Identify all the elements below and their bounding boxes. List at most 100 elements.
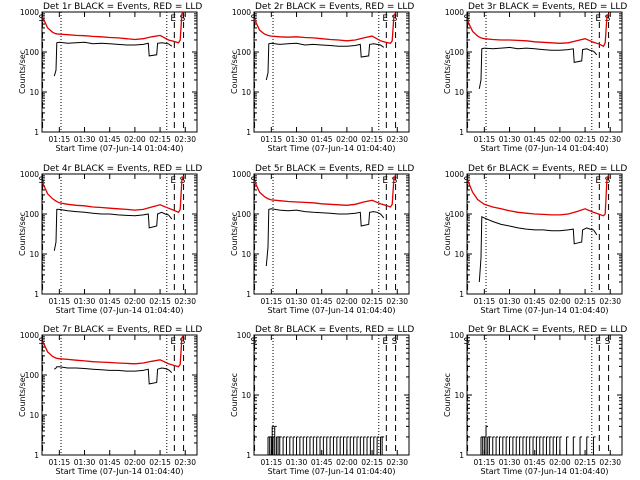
events-series-line [53, 208, 173, 251]
y-tick-label: 100 [25, 210, 40, 219]
y-tick-label: 1000 [20, 331, 39, 340]
y-axis-label: Counts/sec [443, 373, 452, 417]
x-tick-label: 01:30 [286, 135, 308, 144]
x-tick-label: 01:45 [99, 135, 121, 144]
time-marker-label: S [392, 14, 398, 24]
time-marker-label: E [595, 14, 601, 24]
time-marker-label: E [170, 14, 176, 24]
time-marker-label: E [170, 337, 176, 347]
y-tick-label: 10 [454, 88, 464, 97]
x-tick-label: 01:15 [261, 297, 283, 306]
y-tick-label: 10 [29, 411, 39, 420]
x-tick-label: 02:15 [149, 458, 171, 467]
time-marker-label: S [39, 14, 45, 24]
y-tick-label: 10 [241, 250, 251, 259]
x-tick-label: 01:45 [99, 458, 121, 467]
chart-panel-2: Det 2r BLACK = Events, RED = LLD 1 10 100 10… [230, 2, 414, 153]
chart-panel-6: Det 6r BLACK = Events, RED = LLD 1 10 100 10… [443, 164, 627, 315]
time-marker-label: E [595, 176, 601, 186]
y-axis-label: Counts/sec [230, 212, 239, 256]
events-series-line [265, 208, 385, 267]
x-axis-label: Start Time (07-Jun-14 01:04:40) [56, 306, 184, 315]
x-tick-label: 02:15 [574, 135, 596, 144]
y-tick-label: 10 [241, 88, 251, 97]
y-tick-label: 100 [237, 48, 252, 57]
x-tick-label: 01:45 [311, 297, 333, 306]
plot-frame [41, 11, 198, 133]
y-tick-label: 10 [241, 391, 251, 400]
y-tick-label: 1 [34, 451, 39, 460]
x-tick-label: 02:30 [386, 135, 408, 144]
x-axis-label: Start Time (07-Jun-14 01:04:40) [268, 144, 396, 153]
x-tick-label: 01:15 [474, 458, 496, 467]
y-tick-label: 10 [29, 88, 39, 97]
plot-frame [253, 173, 410, 295]
x-tick-label: 01:30 [74, 135, 96, 144]
x-tick-label: 02:00 [549, 297, 571, 306]
time-marker-label: S [605, 337, 611, 347]
y-tick-label: 1 [34, 290, 39, 299]
chart-panel-4: Det 4r BLACK = Events, RED = LLD 1 10 100 10… [18, 164, 202, 315]
x-axis-label: Start Time (07-Jun-14 01:04:40) [481, 467, 609, 476]
y-axis-label: Counts/sec [230, 50, 239, 94]
y-tick-label: 100 [450, 210, 465, 219]
x-tick-label: 02:30 [386, 297, 408, 306]
x-tick-label: 02:30 [174, 458, 196, 467]
x-axis-label: Start Time (07-Jun-14 01:04:40) [268, 467, 396, 476]
y-axis-label: Counts/sec [230, 373, 239, 417]
time-marker-label: E [382, 176, 388, 186]
y-axis-label: Counts/sec [18, 212, 27, 256]
x-tick-label: 01:45 [524, 135, 546, 144]
x-tick-label: 01:30 [499, 458, 521, 467]
lld-series-line [42, 175, 185, 214]
x-tick-label: 02:00 [124, 135, 146, 144]
x-tick-label: 02:15 [361, 458, 383, 467]
time-marker-label: S [392, 176, 398, 186]
y-tick-label: 1 [246, 290, 251, 299]
x-tick-label: 01:45 [524, 458, 546, 467]
x-tick-label: 02:00 [549, 458, 571, 467]
y-tick-label: 1000 [20, 8, 39, 17]
y-tick-label: 1 [459, 451, 464, 460]
x-tick-label: 02:15 [149, 135, 171, 144]
events-series-line [54, 366, 173, 385]
time-marker-label: S [180, 337, 186, 347]
y-tick-label: 1 [34, 128, 39, 137]
x-tick-label: 01:45 [311, 135, 333, 144]
time-marker-label: E [382, 14, 388, 24]
events-series-line [265, 42, 385, 81]
time-marker-label: S [464, 337, 470, 347]
x-tick-label: 02:30 [599, 458, 621, 467]
time-marker-label: S [39, 337, 45, 347]
time-marker-label: E [595, 337, 601, 347]
lld-series-line [467, 13, 610, 48]
y-tick-label: 1 [246, 128, 251, 137]
time-marker-label: S [464, 176, 470, 186]
y-tick-label: 1000 [232, 170, 251, 179]
x-tick-label: 02:00 [549, 135, 571, 144]
y-axis-label: Counts/sec [443, 50, 452, 94]
x-tick-label: 02:15 [361, 297, 383, 306]
x-tick-label: 02:00 [336, 458, 358, 467]
y-tick-label: 1 [246, 451, 251, 460]
chart-panel-1: Det 1r BLACK = Events, RED = LLD 1 10 100 10… [18, 2, 202, 153]
x-tick-label: 02:15 [149, 297, 171, 306]
chart-panel-3: Det 3r BLACK = Events, RED = LLD 1 10 100 10… [443, 2, 627, 153]
x-tick-label: 01:30 [499, 297, 521, 306]
y-tick-label: 100 [450, 48, 465, 57]
time-marker-label: S [251, 14, 257, 24]
chart-title: Det 4r BLACK = Events, RED = LLD [43, 164, 202, 174]
plot-frame [466, 11, 623, 133]
time-marker-label: S [392, 337, 398, 347]
chart-title: Det 2r BLACK = Events, RED = LLD [255, 2, 414, 12]
y-tick-label: 1000 [20, 170, 39, 179]
x-axis-label: Start Time (07-Jun-14 01:04:40) [56, 467, 184, 476]
x-tick-label: 02:15 [574, 297, 596, 306]
y-tick-label: 1000 [445, 170, 464, 179]
y-tick-label: 1 [459, 290, 464, 299]
time-marker-label: S [251, 176, 257, 186]
x-tick-label: 02:00 [124, 297, 146, 306]
chart-title: Det 9r BLACK = Events, RED = LLD [468, 325, 627, 335]
y-tick-label: 100 [25, 371, 40, 380]
